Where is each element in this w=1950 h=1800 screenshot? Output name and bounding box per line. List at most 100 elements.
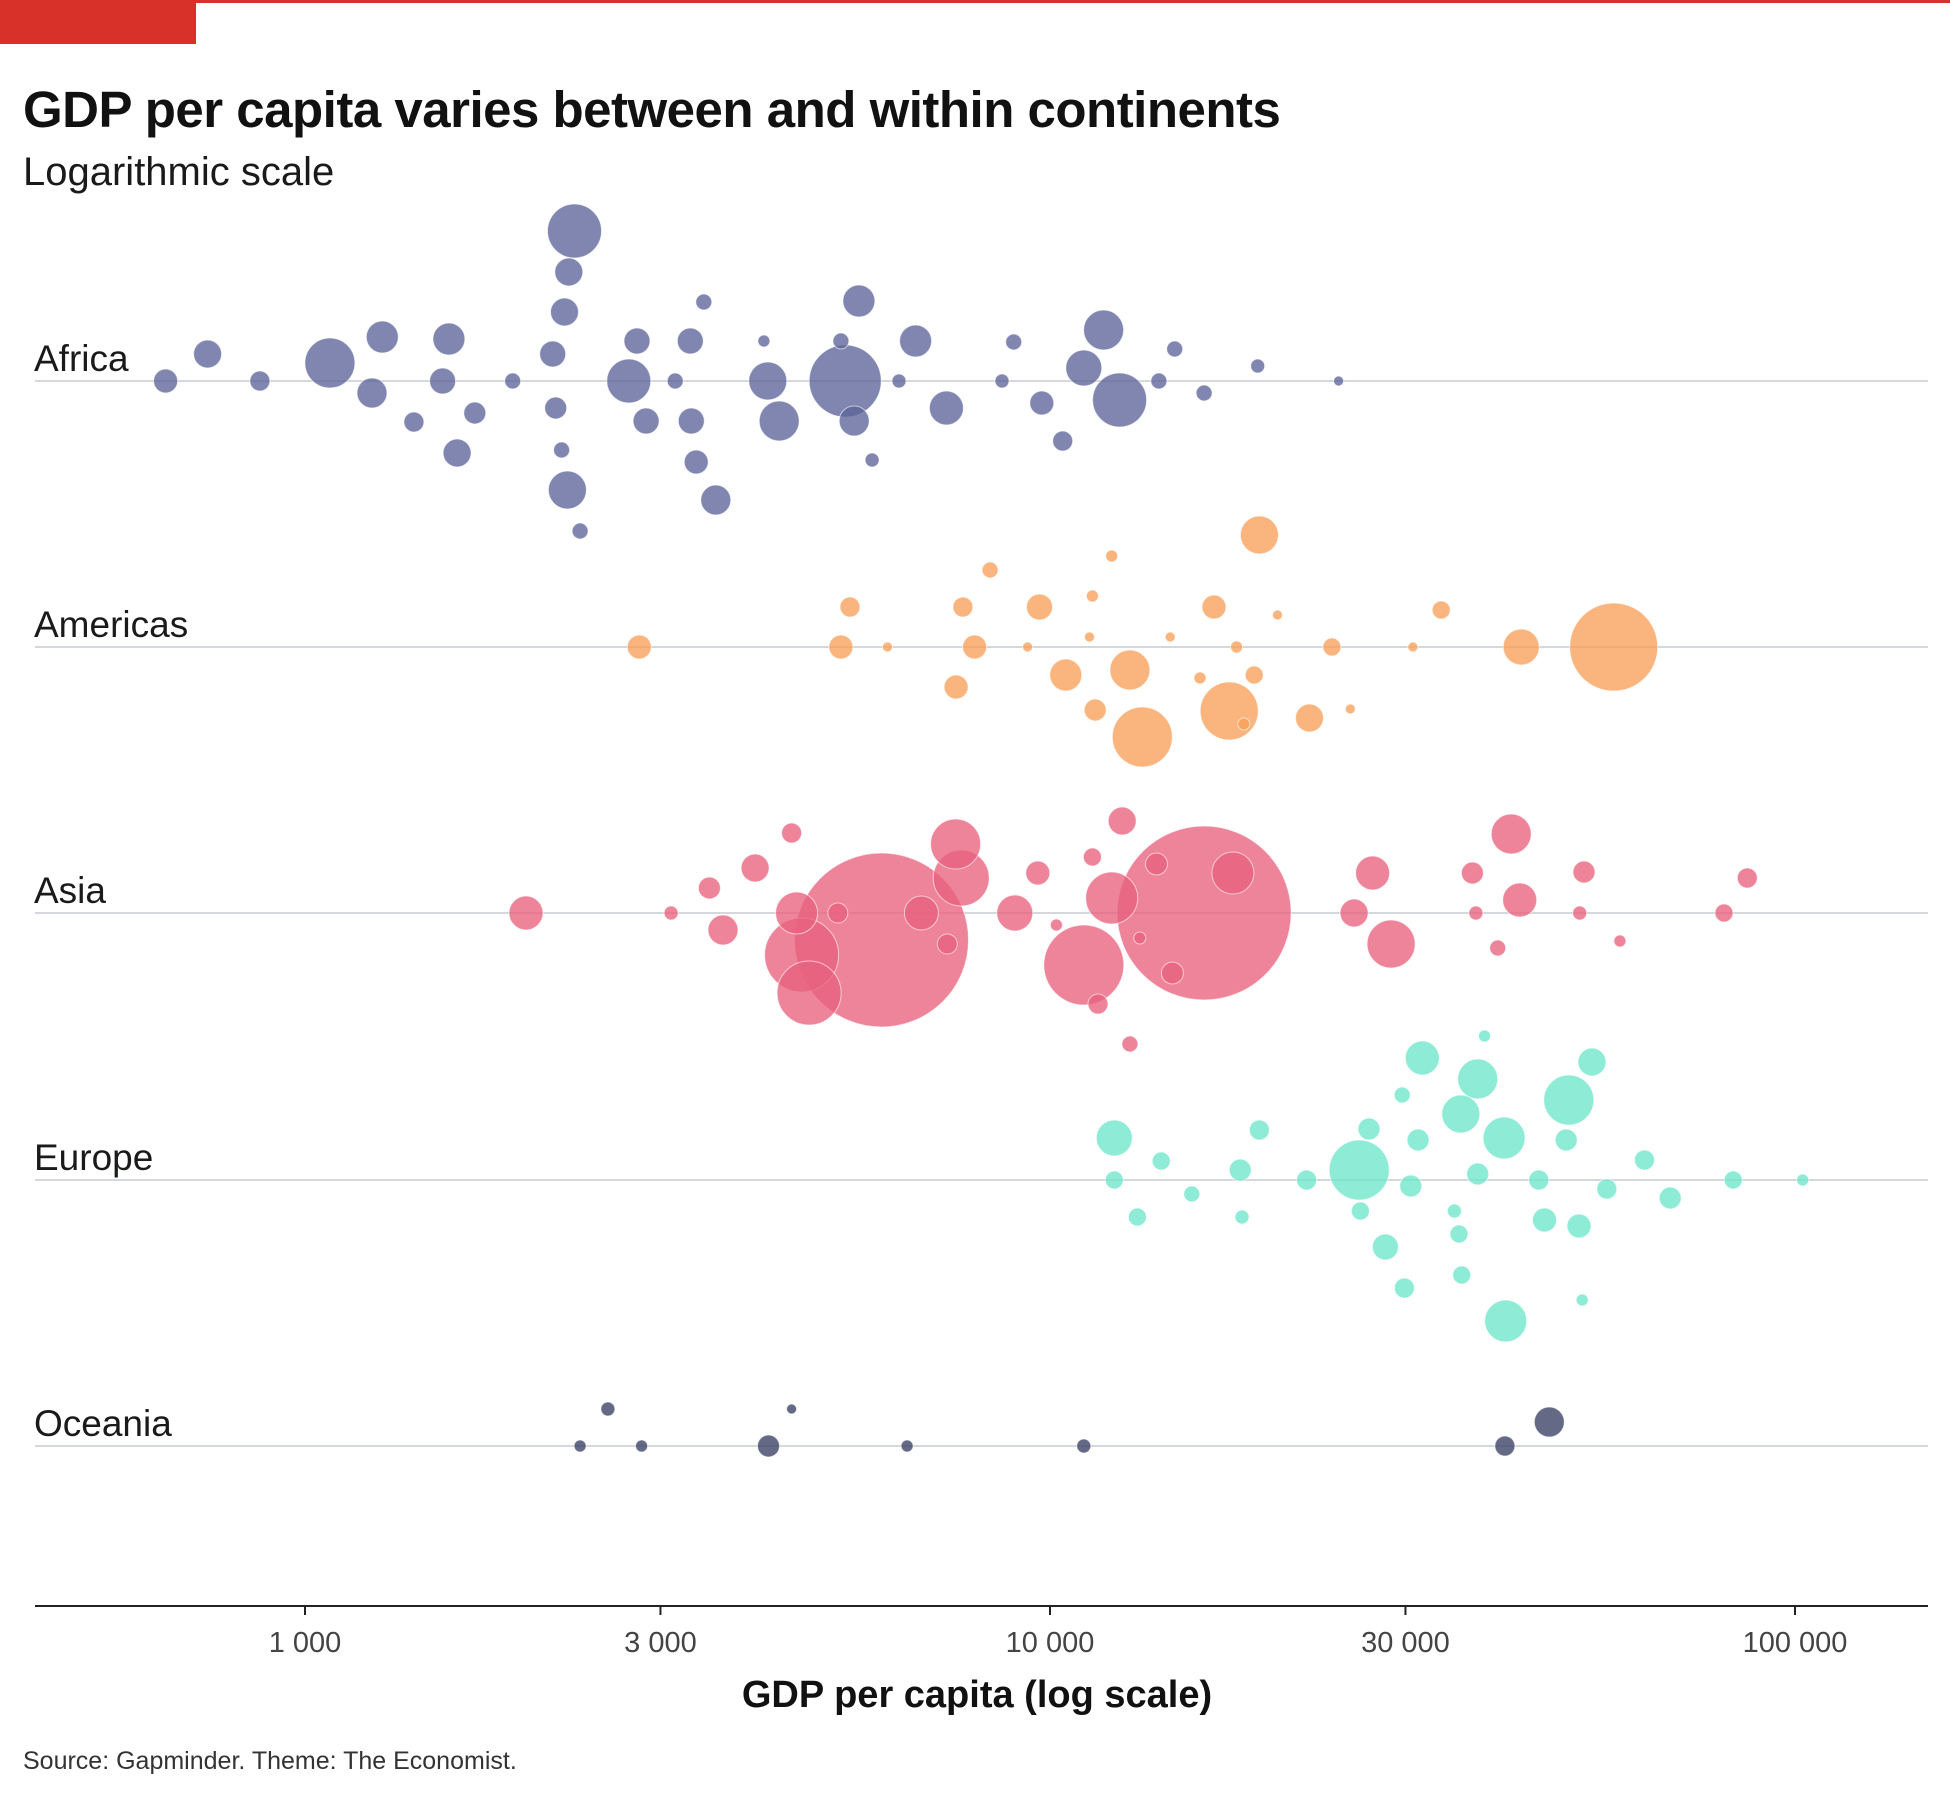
bubble-americas <box>952 596 974 618</box>
bubble-asia <box>1085 871 1139 925</box>
bubble-africa <box>1092 372 1148 428</box>
bubble-americas <box>1272 609 1283 621</box>
bubble-americas <box>1109 649 1151 691</box>
row-label-oceania: Oceania <box>34 1403 172 1444</box>
bubble-europe <box>1466 1162 1490 1186</box>
series-asia <box>508 806 1758 1053</box>
bubble-asia <box>827 902 849 924</box>
bubble-asia <box>1572 905 1588 921</box>
bubble-oceania <box>786 1403 798 1415</box>
bubble-africa <box>544 396 568 420</box>
bubble-asia <box>1736 867 1758 889</box>
bubble-europe <box>1452 1265 1472 1285</box>
bubble-americas <box>1230 640 1244 654</box>
bubble-oceania <box>1076 1438 1092 1454</box>
bubble-europe <box>1723 1170 1743 1190</box>
bubble-asia <box>1714 903 1734 923</box>
bubble-europe <box>1478 1029 1491 1043</box>
bubble-africa <box>249 370 271 392</box>
bubble-asia <box>663 905 679 921</box>
bubble-europe <box>1484 1299 1528 1343</box>
bubble-africa <box>550 297 579 327</box>
bubble-africa <box>442 438 472 468</box>
bubble-europe <box>1575 1293 1589 1307</box>
bubble-americas <box>1105 549 1119 563</box>
bubble-oceania <box>573 1439 587 1453</box>
series-africa <box>153 203 1345 540</box>
bubble-americas <box>962 634 988 660</box>
bubble-asia <box>1460 861 1484 885</box>
bubble-europe <box>1151 1151 1171 1171</box>
bubble-oceania <box>600 1401 616 1417</box>
series-europe <box>1095 1029 1810 1343</box>
bubble-asia <box>930 818 982 870</box>
bubble-americas <box>1244 665 1264 685</box>
bubble-africa <box>1195 384 1213 402</box>
bubble-asia <box>776 960 842 1026</box>
x-tick-label: 100 000 <box>1743 1627 1848 1659</box>
bubble-africa <box>677 407 705 435</box>
bubble-africa <box>757 334 771 348</box>
bubble-asia <box>1339 898 1369 928</box>
source-note: Source: Gapminder. Theme: The Economist. <box>23 1747 517 1775</box>
bubble-europe <box>1371 1233 1399 1261</box>
bubble-europe <box>1528 1169 1550 1191</box>
bubble-americas <box>881 641 893 653</box>
row-label-africa: Africa <box>34 338 129 379</box>
bubble-asia <box>1160 961 1184 985</box>
x-axis-title: GDP per capita (log scale) <box>742 1674 1212 1716</box>
bubble-asia <box>1049 918 1063 932</box>
bubble-americas <box>1322 637 1342 657</box>
bubble-europe <box>1482 1116 1526 1160</box>
bubble-africa <box>928 390 964 426</box>
bubble-europe <box>1104 1170 1124 1190</box>
bubble-asia <box>1107 806 1137 836</box>
bubble-africa <box>1029 390 1055 416</box>
bubble-europe <box>1441 1094 1481 1134</box>
top-accent-rule <box>0 0 1950 3</box>
bubble-asia <box>1121 1035 1139 1053</box>
bubble-americas <box>1111 706 1173 768</box>
bubble-africa <box>1250 358 1266 374</box>
bubble-africa <box>463 401 487 425</box>
bubble-americas <box>1239 515 1279 555</box>
bubble-europe <box>1095 1119 1133 1157</box>
bubble-asia <box>1613 934 1627 948</box>
bubble-africa <box>632 407 660 435</box>
bubble-asia <box>903 895 939 931</box>
bubble-europe <box>1566 1213 1592 1239</box>
bubble-africa <box>1166 340 1184 358</box>
bubble-americas <box>981 561 999 579</box>
bubble-asia <box>936 933 958 955</box>
bubble-asia <box>1489 939 1507 957</box>
bubble-europe <box>1457 1058 1499 1100</box>
bubble-asia <box>1502 882 1538 918</box>
bubble-africa <box>153 368 179 394</box>
bubble-europe <box>1296 1169 1318 1191</box>
bubble-americas <box>1026 593 1053 621</box>
bubble-africa <box>838 405 870 437</box>
bubble-europe <box>1234 1209 1250 1225</box>
bubble-africa <box>356 377 388 409</box>
bubble-europe <box>1399 1174 1423 1198</box>
bubble-africa <box>193 339 223 369</box>
row-labels: Africa Americas Asia Europe Oceania <box>34 338 188 1444</box>
bubble-asia <box>697 876 721 900</box>
bubble-africa <box>304 337 356 389</box>
bubble-asia <box>996 894 1034 932</box>
bubble-africa <box>700 484 732 516</box>
bubble-africa <box>623 327 651 355</box>
bubble-africa <box>1150 372 1168 390</box>
chart-title: GDP per capita varies between and within… <box>23 81 1281 138</box>
bubble-africa <box>432 322 466 356</box>
bubble-africa <box>539 340 567 368</box>
bubble-europe <box>1404 1040 1440 1076</box>
bubble-americas <box>839 596 861 618</box>
bubble-europe <box>1393 1277 1415 1299</box>
bubble-europe <box>1393 1086 1411 1104</box>
bubble-europe <box>1228 1158 1252 1182</box>
bubble-americas <box>1193 671 1207 685</box>
bubble-asia <box>1082 847 1102 867</box>
bubble-africa <box>429 367 457 395</box>
bubble-americas <box>1083 698 1107 722</box>
